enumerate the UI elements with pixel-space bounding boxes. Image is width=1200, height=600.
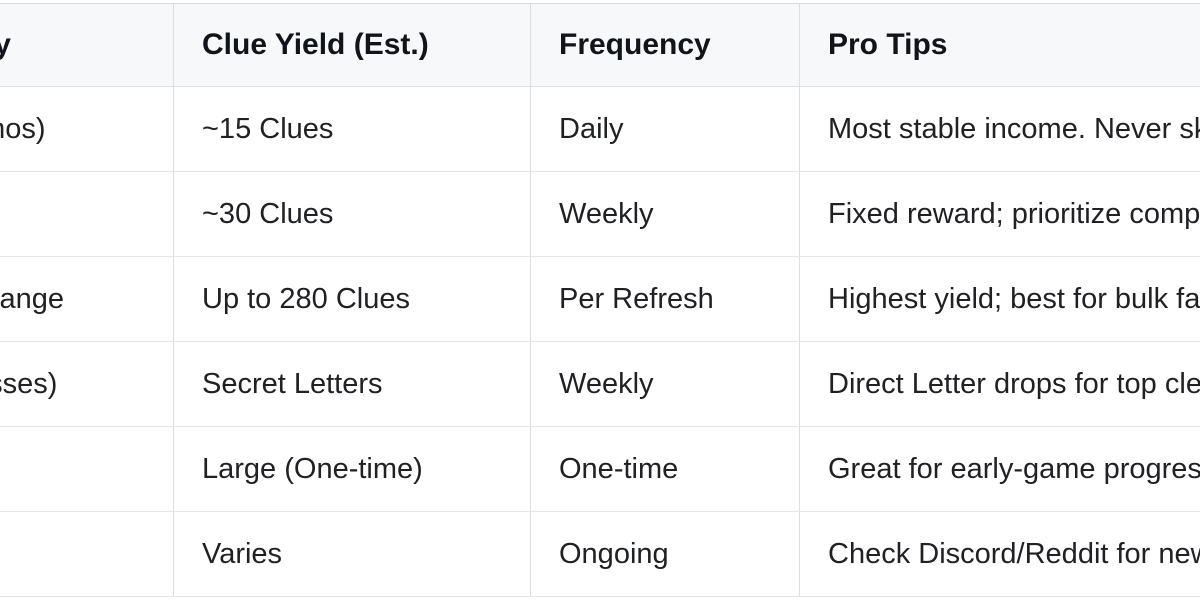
column-header-yield[interactable]: Clue Yield (Est.) (173, 3, 531, 87)
table-body: Daily Tasks (Memos) ~15 Clues Daily Most… (0, 86, 1200, 597)
cell-yield: Large (One-time) (173, 426, 531, 512)
cell-protips: Direct Letter drops for top clears. (799, 341, 1200, 427)
cell-source: Redeem Codes (0, 511, 174, 597)
cell-frequency: Weekly (530, 341, 800, 427)
column-header-frequency[interactable]: Frequency (530, 3, 800, 87)
horizontal-scroll-container[interactable]: Source / Activity Clue Yield (Est.) Freq… (0, 3, 1200, 597)
table-row: Raid Stages (Bosses) Secret Letters Week… (0, 341, 1200, 427)
cell-protips: Fixed reward; prioritize completion. (799, 171, 1200, 257)
cell-yield: ~15 Clues (173, 86, 531, 172)
cell-frequency: Daily (530, 86, 800, 172)
cell-frequency: Weekly (530, 171, 800, 257)
table-row: Redeem Codes Varies Ongoing Check Discor… (0, 511, 1200, 597)
cell-frequency: One-time (530, 426, 800, 512)
table-header-row: Source / Activity Clue Yield (Est.) Freq… (0, 3, 1200, 87)
table-header: Source / Activity Clue Yield (Est.) Freq… (0, 3, 1200, 87)
cell-source: Login Rewards (0, 426, 174, 512)
table-row: Login Rewards Large (One-time) One-time … (0, 426, 1200, 512)
table-row: Weekly Missions ~30 Clues Weekly Fixed r… (0, 171, 1200, 257)
cell-source: Weekly Missions (0, 171, 174, 257)
cell-frequency: Per Refresh (530, 256, 800, 342)
cell-protips: Highest yield; best for bulk farming. (799, 256, 1200, 342)
cell-frequency: Ongoing (530, 511, 800, 597)
column-header-source[interactable]: Source / Activity (0, 3, 174, 87)
cell-yield: Varies (173, 511, 531, 597)
column-header-protips[interactable]: Pro Tips (799, 3, 1200, 87)
cell-protips: Check Discord/Reddit for new codes. (799, 511, 1200, 597)
cell-protips: Great for early-game progression. (799, 426, 1200, 512)
clue-yield-table: Source / Activity Clue Yield (Est.) Freq… (0, 3, 1200, 597)
table-row: Daily Tasks (Memos) ~15 Clues Daily Most… (0, 86, 1200, 172)
cell-yield: Secret Letters (173, 341, 531, 427)
cell-yield: ~30 Clues (173, 171, 531, 257)
cell-protips: Most stable income. Never skip these. (799, 86, 1200, 172)
cell-source: Daily Tasks (Memos) (0, 86, 174, 172)
cell-yield: Up to 280 Clues (173, 256, 531, 342)
cell-source: Event Shop Exchange (0, 256, 174, 342)
table-row: Event Shop Exchange Up to 280 Clues Per … (0, 256, 1200, 342)
cell-source: Raid Stages (Bosses) (0, 341, 174, 427)
